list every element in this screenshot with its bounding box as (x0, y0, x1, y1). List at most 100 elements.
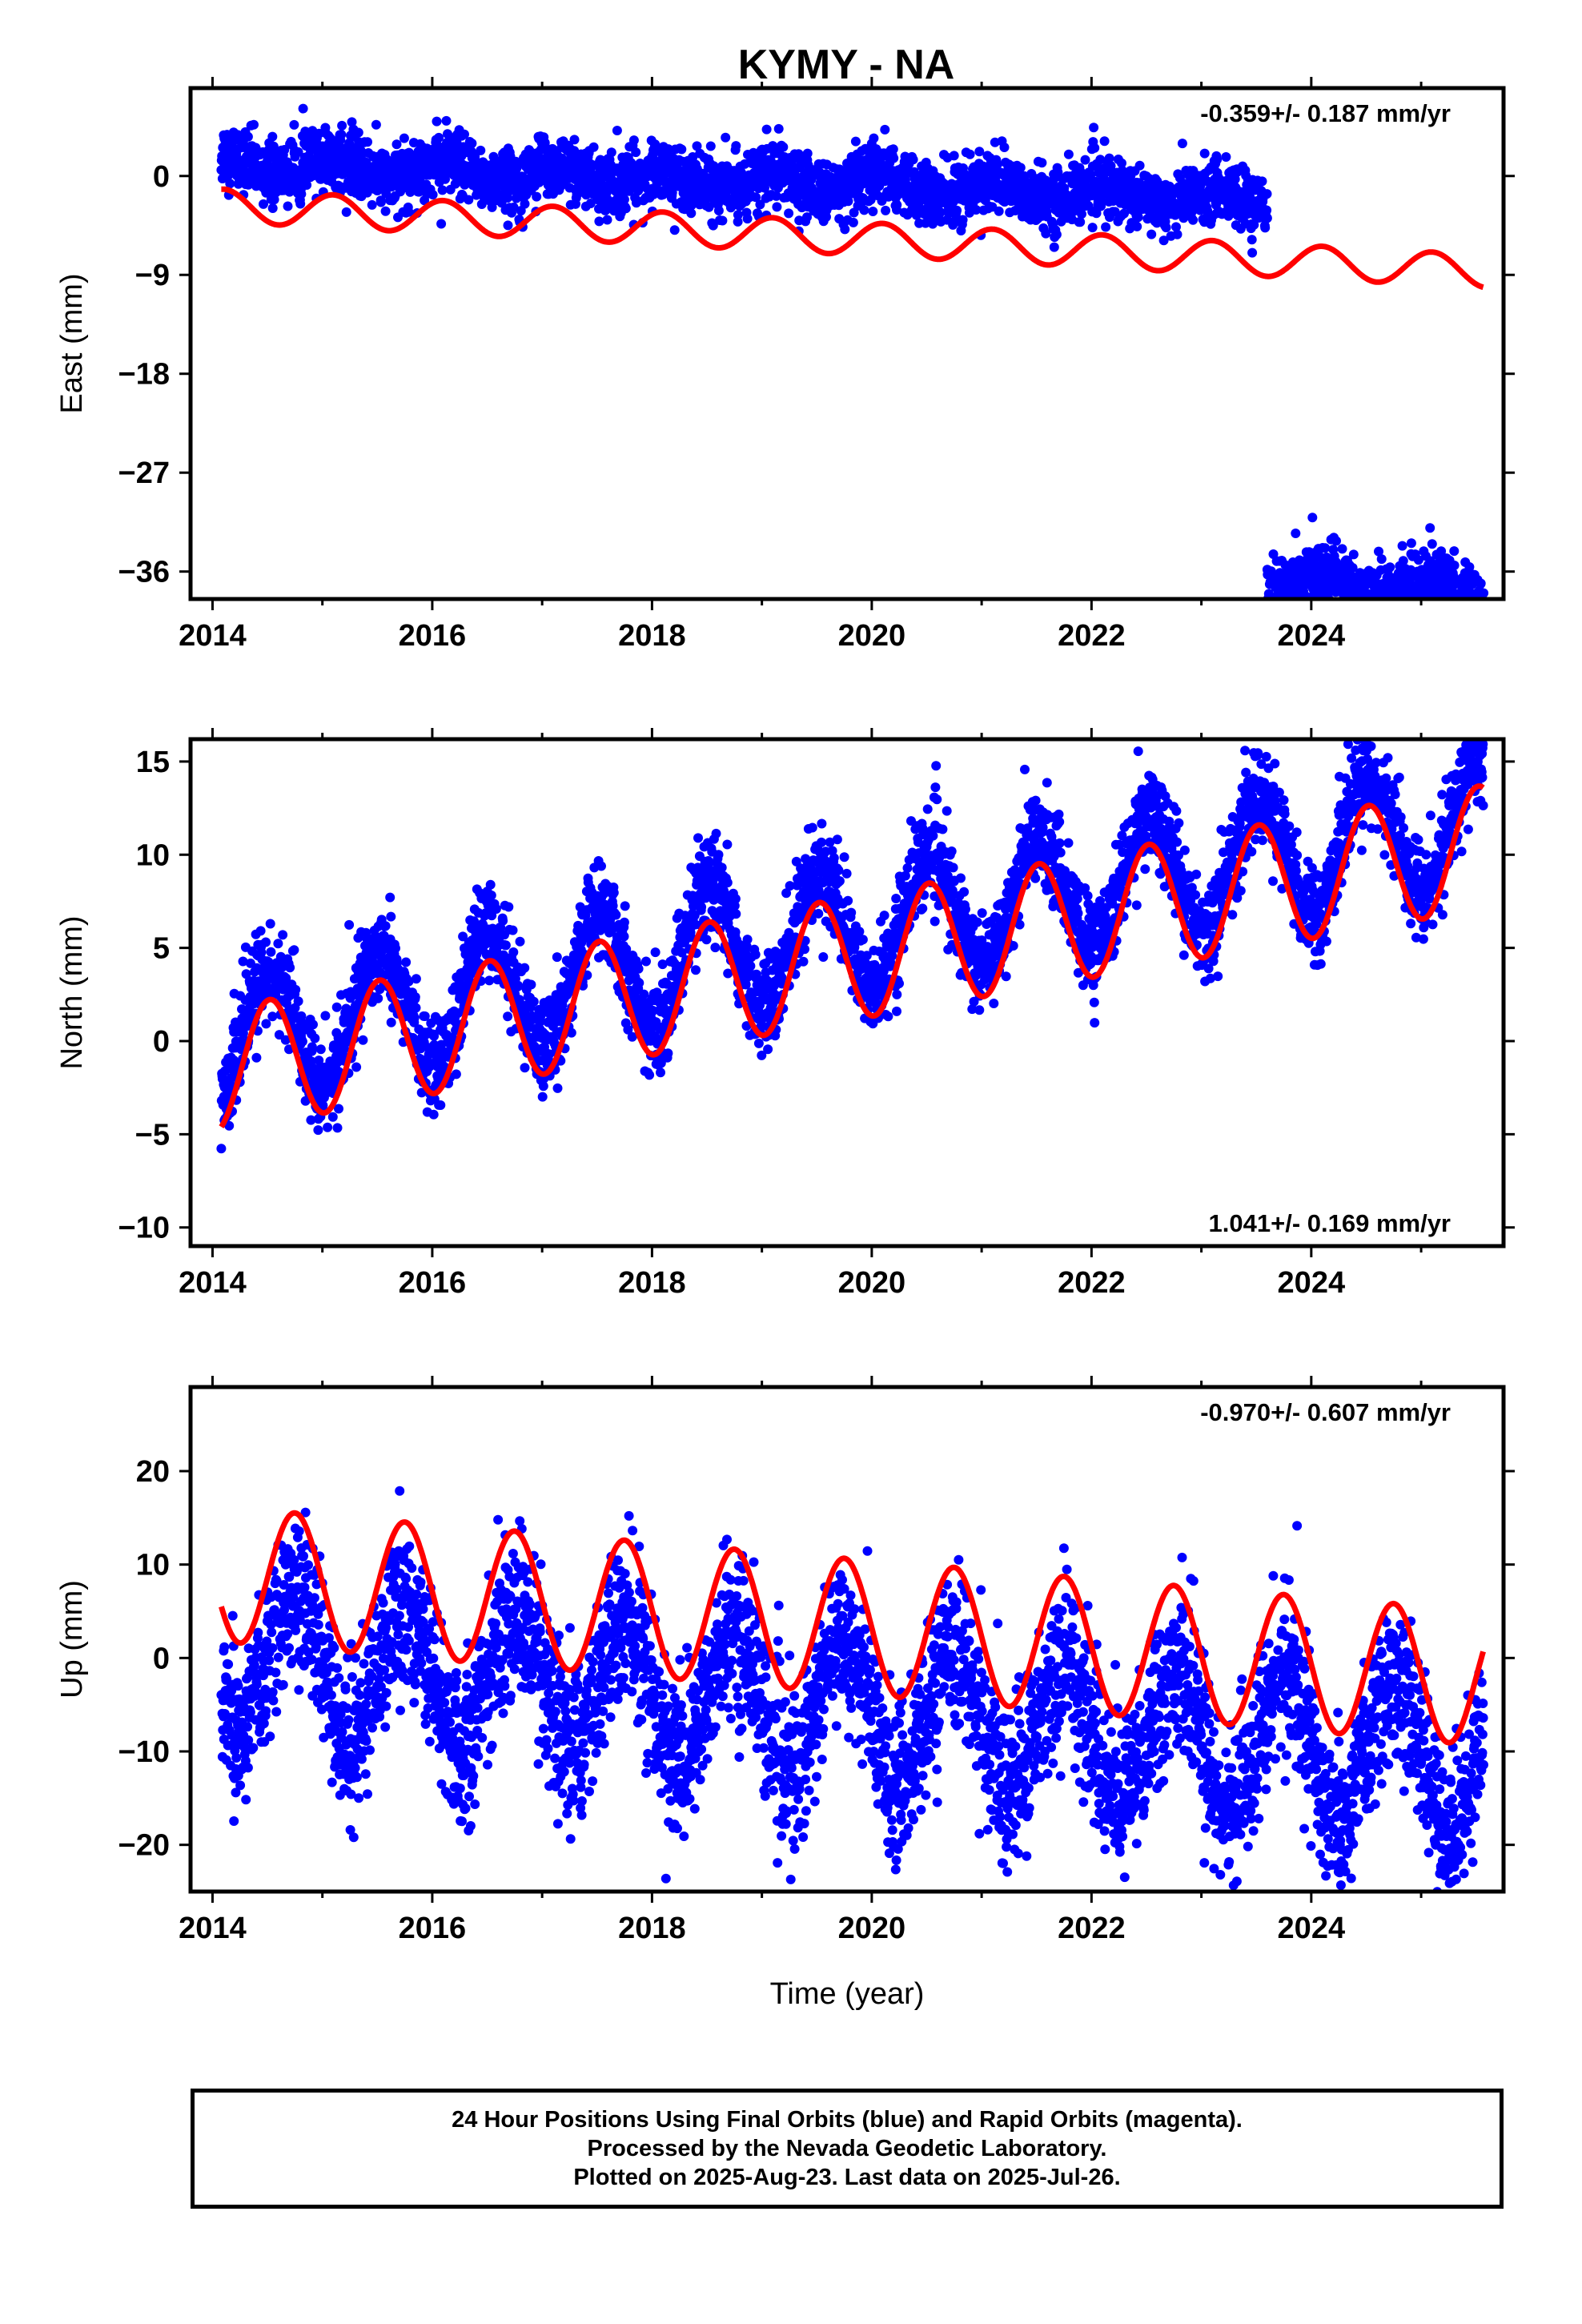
north-data-point (504, 902, 514, 912)
east-data-point (1317, 601, 1327, 611)
east-data-point (1080, 155, 1090, 165)
north-data-point (307, 1042, 317, 1052)
east-data-point (371, 119, 381, 130)
east-data-point (1458, 601, 1468, 611)
east-data-point (1454, 607, 1464, 617)
east-data-point (1350, 608, 1359, 617)
east-ylabel: East (mm) (55, 273, 89, 413)
north-data-point (508, 947, 519, 957)
north-data-point (216, 1144, 227, 1154)
north-data-point (310, 1033, 320, 1043)
east-data-point (1455, 607, 1464, 617)
east-data-point (1371, 602, 1381, 612)
east-data-point (1461, 601, 1471, 610)
east-data-point (1461, 609, 1471, 619)
north-data-point (520, 963, 530, 973)
north-data-point (508, 925, 518, 935)
east-data-point (889, 153, 899, 163)
east-data-point (336, 130, 347, 139)
east-data-point (958, 215, 968, 225)
east-data-point (1363, 604, 1372, 613)
east-data-point (908, 155, 918, 165)
east-data-point (1287, 604, 1296, 613)
east-data-point (1476, 578, 1486, 589)
east-data-point (1408, 605, 1418, 614)
north-data-point (520, 1063, 530, 1073)
east-data-point (602, 215, 612, 225)
east-data-point (223, 171, 233, 181)
east-data-point (880, 124, 890, 135)
east-data-point (1384, 605, 1394, 615)
east-data-point (1307, 513, 1318, 523)
east-data-point (1337, 544, 1347, 554)
east-data-point (1464, 601, 1473, 611)
east-data-point (341, 207, 351, 217)
east-data-point (1146, 229, 1157, 239)
north-data-point (498, 915, 508, 926)
east-ytick-label: 0 (153, 160, 170, 194)
east-data-point (1478, 611, 1488, 621)
east-data-point (669, 225, 680, 235)
north-data-point (255, 926, 266, 936)
east-data-point (1353, 607, 1363, 617)
north-data-point (297, 1036, 307, 1047)
east-data-point (267, 131, 278, 142)
east-data-point (1378, 606, 1387, 616)
east-xtick-label: 2014 (179, 619, 247, 653)
north-data-point (351, 1062, 362, 1072)
east-data-point (1365, 603, 1375, 613)
east-data-point (1367, 605, 1376, 614)
east-data-point (391, 139, 402, 150)
east-data-point (631, 147, 641, 158)
east-data-point (628, 135, 639, 146)
east-data-point (869, 133, 879, 143)
east-data-point (784, 208, 794, 219)
east-data-point (302, 180, 312, 190)
north-data-point (436, 1100, 446, 1110)
east-data-point (1320, 543, 1331, 553)
east-data-point (380, 206, 391, 216)
east-data-point (1369, 612, 1379, 621)
east-data-point (1361, 615, 1371, 625)
east-data-point (1257, 176, 1267, 187)
east-data-point (1459, 607, 1468, 617)
east-data-point (881, 205, 891, 215)
east-data-point (476, 145, 486, 155)
east-data-point (620, 203, 631, 214)
east-data-point (1475, 618, 1484, 628)
east-data-point (464, 195, 474, 205)
east-data-point (778, 142, 789, 152)
north-data-point (261, 1019, 271, 1029)
east-data-point (1449, 561, 1460, 570)
north-data-point (552, 1083, 563, 1093)
east-data-point (363, 137, 372, 147)
east-data-point (1476, 615, 1485, 625)
east-data-point (298, 103, 308, 114)
east-data-point (1396, 604, 1406, 613)
east-data-point (1371, 609, 1381, 619)
north-data-point (266, 947, 276, 957)
east-data-point (1469, 601, 1479, 610)
north-data-point (273, 939, 283, 949)
north-data-point (503, 1011, 513, 1022)
east-data-point (850, 136, 861, 147)
east-data-point (1188, 215, 1199, 225)
east-data-point (952, 205, 962, 215)
east-data-point (460, 129, 469, 139)
north-data-point (515, 936, 525, 947)
east-data-point (1462, 601, 1472, 611)
north-data-point (291, 984, 301, 995)
east-data-point (399, 133, 409, 143)
east-data-point (1477, 615, 1487, 625)
east-data-point (588, 142, 599, 152)
east-data-point (1312, 601, 1322, 610)
east-data-point (1449, 546, 1460, 557)
east-ytick-label: −9 (135, 259, 170, 292)
east-data-point (1427, 539, 1437, 549)
north-data-point (267, 1011, 278, 1022)
east-points (216, 103, 1489, 628)
east-data-point (868, 207, 878, 216)
east-ytick-label: −27 (118, 456, 170, 490)
east-xtick-label: 2018 (618, 619, 686, 653)
